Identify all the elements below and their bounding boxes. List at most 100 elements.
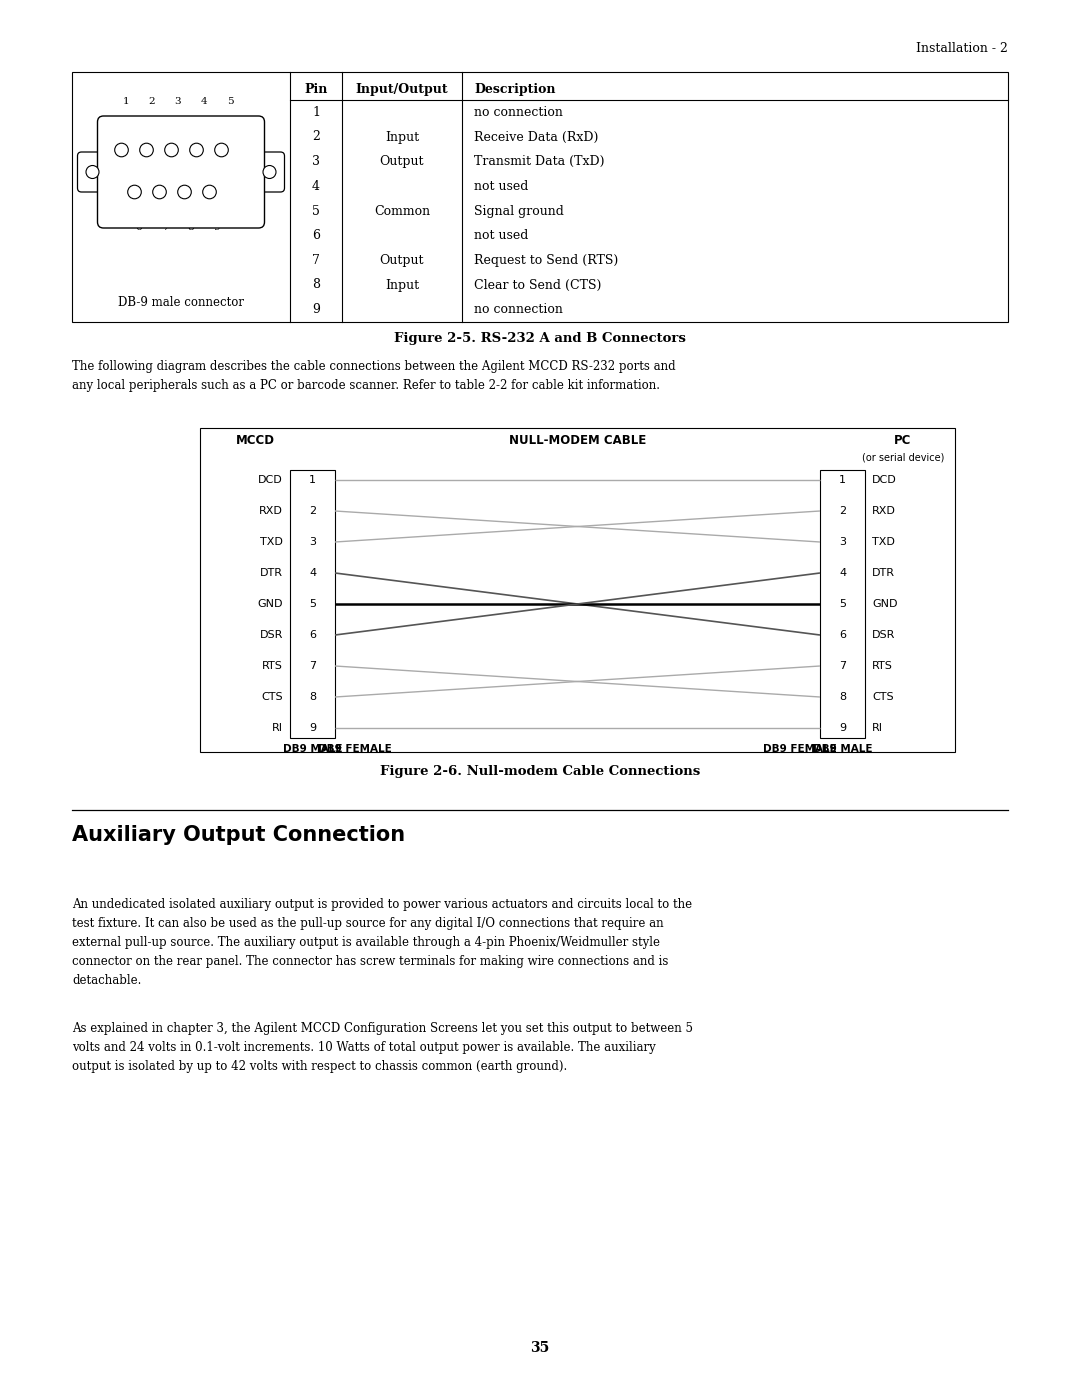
Text: DTR: DTR bbox=[872, 569, 895, 578]
Text: DSR: DSR bbox=[872, 630, 895, 640]
Text: Receive Data (RxD): Receive Data (RxD) bbox=[474, 130, 598, 144]
Text: GND: GND bbox=[257, 599, 283, 609]
Text: 8: 8 bbox=[309, 692, 316, 703]
Text: 8: 8 bbox=[188, 224, 194, 232]
Text: 4: 4 bbox=[839, 569, 846, 578]
Text: 5: 5 bbox=[839, 599, 846, 609]
Circle shape bbox=[127, 186, 141, 198]
Text: (or serial device): (or serial device) bbox=[862, 453, 944, 462]
Text: 6: 6 bbox=[136, 224, 143, 232]
Text: PC: PC bbox=[894, 434, 912, 447]
Text: 8: 8 bbox=[839, 692, 846, 703]
Text: DB9 MALE: DB9 MALE bbox=[283, 745, 342, 754]
Text: 6: 6 bbox=[839, 630, 846, 640]
Text: DCD: DCD bbox=[872, 475, 896, 485]
Text: DB-9 male connector: DB-9 male connector bbox=[118, 296, 244, 310]
Text: 1: 1 bbox=[309, 475, 316, 485]
Text: Auxiliary Output Connection: Auxiliary Output Connection bbox=[72, 826, 405, 845]
Circle shape bbox=[139, 144, 153, 156]
Bar bbox=[200, 427, 955, 752]
Text: RI: RI bbox=[272, 724, 283, 733]
Text: 1: 1 bbox=[839, 475, 846, 485]
Circle shape bbox=[203, 186, 216, 198]
Text: TXD: TXD bbox=[872, 536, 895, 548]
Text: 7: 7 bbox=[309, 661, 316, 671]
Text: DSR: DSR bbox=[259, 630, 283, 640]
Text: MCCD: MCCD bbox=[235, 434, 274, 447]
Text: no connection: no connection bbox=[474, 303, 563, 316]
Text: 2: 2 bbox=[309, 506, 316, 515]
Text: 2: 2 bbox=[149, 98, 156, 106]
Text: Description: Description bbox=[474, 82, 555, 96]
Text: An undedicated isolated auxiliary output is provided to power various actuators : An undedicated isolated auxiliary output… bbox=[72, 898, 692, 988]
Text: 9: 9 bbox=[839, 724, 846, 733]
Text: Input/Output: Input/Output bbox=[355, 82, 448, 96]
Text: 7: 7 bbox=[312, 254, 320, 267]
Text: Signal ground: Signal ground bbox=[474, 204, 564, 218]
Text: 5: 5 bbox=[227, 98, 233, 106]
Text: 1: 1 bbox=[123, 98, 130, 106]
Text: The following diagram describes the cable connections between the Agilent MCCD R: The following diagram describes the cabl… bbox=[72, 360, 676, 391]
Text: DTR: DTR bbox=[260, 569, 283, 578]
Text: Pin: Pin bbox=[305, 82, 327, 96]
Text: not used: not used bbox=[474, 229, 528, 242]
Text: CTS: CTS bbox=[872, 692, 893, 703]
Text: not used: not used bbox=[474, 180, 528, 193]
Text: 6: 6 bbox=[309, 630, 316, 640]
Text: As explained in chapter 3, the Agilent MCCD Configuration Screens let you set th: As explained in chapter 3, the Agilent M… bbox=[72, 1023, 693, 1073]
Text: RXD: RXD bbox=[872, 506, 896, 515]
Text: RTS: RTS bbox=[262, 661, 283, 671]
Circle shape bbox=[86, 165, 99, 179]
Text: 9: 9 bbox=[309, 724, 316, 733]
Text: RTS: RTS bbox=[872, 661, 893, 671]
Circle shape bbox=[215, 144, 228, 156]
Text: DCD: DCD bbox=[258, 475, 283, 485]
Text: 2: 2 bbox=[312, 130, 320, 144]
Bar bbox=[291, 469, 335, 738]
Text: 4: 4 bbox=[201, 98, 207, 106]
Circle shape bbox=[178, 186, 191, 198]
Text: Figure 2-5. RS-232 A and B Connectors: Figure 2-5. RS-232 A and B Connectors bbox=[394, 331, 686, 345]
Text: 9: 9 bbox=[214, 224, 220, 232]
Text: 7: 7 bbox=[162, 224, 168, 232]
Text: 1: 1 bbox=[312, 106, 320, 119]
FancyBboxPatch shape bbox=[255, 152, 284, 191]
Text: Input: Input bbox=[384, 278, 419, 292]
Text: Installation - 2: Installation - 2 bbox=[916, 42, 1008, 54]
Text: DB9 FEMALE: DB9 FEMALE bbox=[319, 745, 392, 754]
Text: 3: 3 bbox=[175, 98, 181, 106]
Text: Clear to Send (CTS): Clear to Send (CTS) bbox=[474, 278, 602, 292]
Text: 4: 4 bbox=[309, 569, 316, 578]
Text: Figure 2-6. Null-modem Cable Connections: Figure 2-6. Null-modem Cable Connections bbox=[380, 766, 700, 778]
Text: 7: 7 bbox=[839, 661, 846, 671]
Text: 3: 3 bbox=[309, 536, 316, 548]
Text: Request to Send (RTS): Request to Send (RTS) bbox=[474, 254, 618, 267]
Text: 9: 9 bbox=[312, 303, 320, 316]
Text: 4: 4 bbox=[312, 180, 320, 193]
Text: 8: 8 bbox=[312, 278, 320, 292]
Text: NULL-MODEM CABLE: NULL-MODEM CABLE bbox=[509, 434, 646, 447]
Text: Common: Common bbox=[374, 204, 430, 218]
Text: DB9 FEMALE: DB9 FEMALE bbox=[764, 745, 837, 754]
Text: Output: Output bbox=[380, 254, 424, 267]
Text: 3: 3 bbox=[839, 536, 846, 548]
Circle shape bbox=[264, 165, 276, 179]
Circle shape bbox=[114, 144, 129, 156]
Text: Output: Output bbox=[380, 155, 424, 168]
Bar bbox=[72, 73, 1008, 321]
Circle shape bbox=[152, 186, 166, 198]
Text: RI: RI bbox=[872, 724, 883, 733]
FancyBboxPatch shape bbox=[78, 152, 108, 191]
Text: 5: 5 bbox=[312, 204, 320, 218]
Text: Transmit Data (TxD): Transmit Data (TxD) bbox=[474, 155, 605, 168]
Text: 5: 5 bbox=[309, 599, 316, 609]
Text: DB9 MALE: DB9 MALE bbox=[813, 745, 873, 754]
Text: GND: GND bbox=[872, 599, 897, 609]
Text: 2: 2 bbox=[839, 506, 846, 515]
Text: CTS: CTS bbox=[261, 692, 283, 703]
Circle shape bbox=[190, 144, 203, 156]
Text: no connection: no connection bbox=[474, 106, 563, 119]
Text: 35: 35 bbox=[530, 1341, 550, 1355]
Text: TXD: TXD bbox=[260, 536, 283, 548]
Text: RXD: RXD bbox=[259, 506, 283, 515]
